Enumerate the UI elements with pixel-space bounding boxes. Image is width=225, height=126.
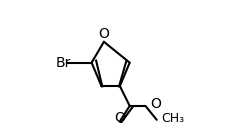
Text: O: O <box>114 111 125 125</box>
Text: O: O <box>99 27 109 41</box>
Text: O: O <box>150 97 161 111</box>
Text: CH₃: CH₃ <box>162 112 185 125</box>
Text: Br: Br <box>56 56 71 70</box>
